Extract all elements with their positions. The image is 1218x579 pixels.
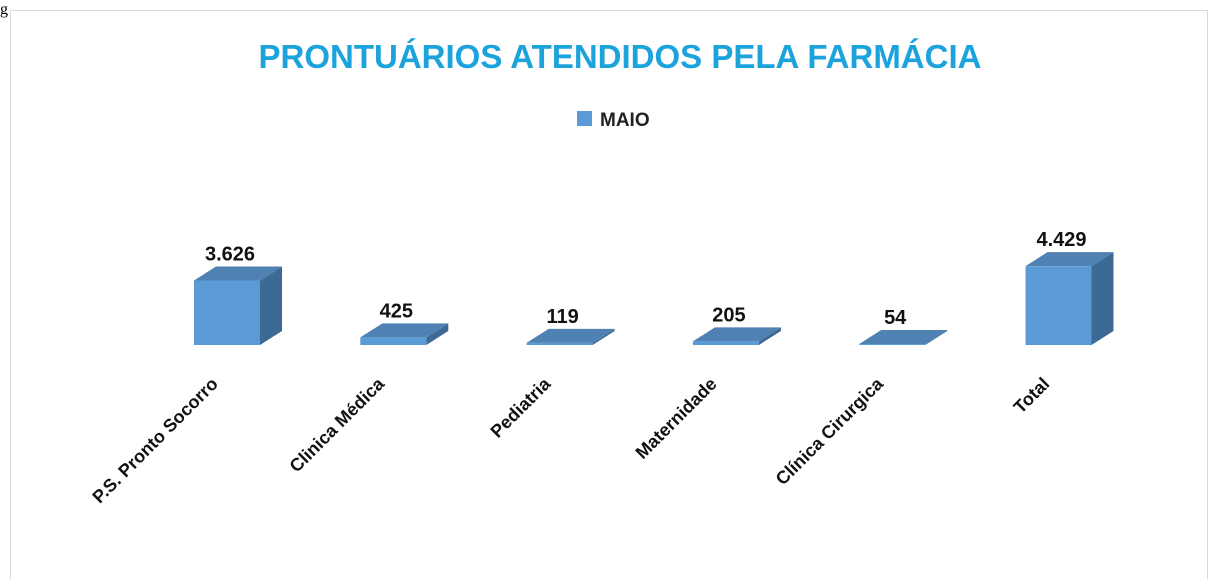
value-label: 425 <box>380 300 413 322</box>
value-label: 205 <box>712 304 745 326</box>
x-tick-label: Clinica Médica <box>286 373 389 476</box>
bar-side <box>758 327 781 345</box>
x-tick-label: Maternidade <box>632 374 721 463</box>
bar-top <box>692 327 781 342</box>
x-tick-label: Total <box>1010 374 1054 418</box>
bar-top <box>194 266 282 281</box>
legend-label: MAIO <box>600 110 650 131</box>
bar <box>1025 266 1092 345</box>
bar <box>194 280 260 345</box>
value-label: 3.626 <box>205 243 255 265</box>
bar-top <box>526 328 615 343</box>
bar <box>859 344 926 345</box>
bar-top <box>859 330 948 345</box>
bar <box>692 341 759 345</box>
bar-side <box>260 266 282 345</box>
bar <box>360 337 427 345</box>
value-label: 4.429 <box>1036 229 1086 251</box>
chart-title: PRONTUÁRIOS ATENDIDOS PELA FARMÁCIA <box>259 38 982 75</box>
x-tick-label: Clínica Cirurgica <box>772 373 888 489</box>
bar-top <box>1025 252 1114 267</box>
bar-top <box>360 323 449 338</box>
page-fragment: g <box>0 1 8 18</box>
value-label: 54 <box>884 307 907 329</box>
chart-frame <box>10 10 1208 579</box>
bar-side <box>925 330 948 345</box>
x-tick-label: P.S. Pronto Socorro <box>88 374 221 507</box>
bar-side <box>592 328 615 345</box>
legend-swatch <box>577 111 592 126</box>
value-label: 119 <box>546 306 578 328</box>
bar-side <box>1091 252 1114 345</box>
x-tick-label: Pediatria <box>487 373 556 442</box>
bar-side <box>426 323 449 345</box>
bar <box>526 342 593 345</box>
